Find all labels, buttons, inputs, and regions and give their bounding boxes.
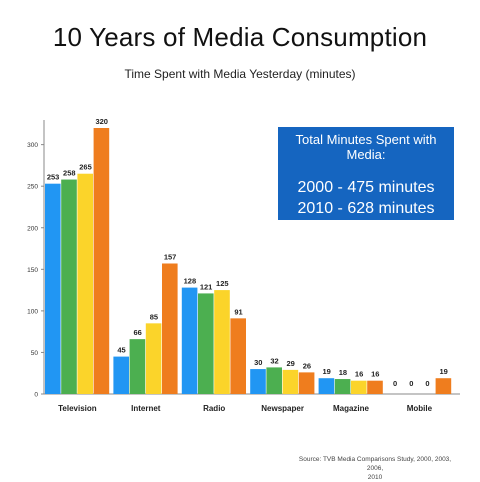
- info-box-line-2010: 2010 - 628 minutes: [297, 200, 435, 217]
- bar-value-label: 85: [150, 312, 158, 321]
- bar-value-label: 18: [339, 368, 347, 377]
- bar-value-label: 32: [270, 356, 278, 365]
- bar: [435, 378, 452, 394]
- bar: [129, 339, 146, 394]
- bar-value-label: 19: [323, 367, 331, 376]
- category-label: Internet: [131, 404, 161, 413]
- bar: [45, 183, 61, 394]
- y-tick-label: 0: [34, 392, 38, 399]
- bar-value-label: 0: [425, 379, 429, 388]
- bar-value-label: 265: [79, 163, 92, 172]
- category-label: Newspaper: [261, 404, 304, 413]
- bar-value-label: 16: [371, 370, 379, 379]
- bar-value-label: 45: [117, 346, 125, 355]
- bar: [113, 356, 129, 394]
- bar-value-label: 30: [254, 358, 262, 367]
- bar-value-label: 128: [184, 277, 197, 286]
- bar: [214, 290, 230, 394]
- bar: [61, 179, 77, 394]
- bar-value-label: 66: [134, 328, 142, 337]
- bar-value-label: 320: [95, 117, 108, 126]
- bar: [198, 293, 214, 394]
- bar: [145, 323, 162, 394]
- bar-value-label: 157: [164, 252, 177, 261]
- bar-value-label: 0: [409, 379, 413, 388]
- bar: [230, 318, 246, 394]
- bar: [77, 173, 93, 394]
- bar: [162, 263, 178, 394]
- bar: [351, 380, 367, 394]
- y-tick-label: 50: [31, 350, 39, 357]
- y-tick-label: 150: [27, 267, 38, 274]
- bar-value-label: 253: [47, 173, 60, 182]
- y-tick-label: 200: [27, 225, 38, 232]
- bar: [282, 369, 299, 394]
- source-line-2: 2010: [367, 474, 383, 481]
- bar: [334, 379, 351, 394]
- bar-value-label: 258: [63, 169, 76, 178]
- bar-value-label: 26: [303, 361, 311, 370]
- bar-value-label: 0: [393, 379, 397, 388]
- bar-value-label: 91: [234, 307, 242, 316]
- chart-title: 10 Years of Media Consumption: [52, 22, 428, 52]
- bar-value-label: 16: [355, 370, 363, 379]
- bar: [266, 367, 282, 394]
- category-label: Magazine: [333, 404, 370, 413]
- bar: [250, 369, 266, 394]
- info-box-line-2000: 2000 - 475 minutes: [297, 179, 435, 196]
- bar-value-label: 19: [440, 367, 448, 376]
- info-box: Total Minutes Spent with Media: 2000 - 4…: [278, 127, 454, 220]
- info-box-heading: Total Minutes Spent with Media:: [295, 132, 437, 162]
- bar-value-label: 121: [200, 282, 213, 291]
- bar: [367, 380, 383, 394]
- category-label: Radio: [203, 404, 225, 413]
- bar-value-label: 125: [216, 279, 229, 288]
- source-line-1: Source: TVB Media Comparisons Study, 200…: [298, 456, 452, 472]
- y-tick-label: 300: [27, 142, 38, 149]
- bar: [318, 378, 335, 394]
- bar: [93, 128, 110, 394]
- bar: [298, 372, 315, 394]
- category-label: Television: [58, 404, 97, 413]
- bar-value-label: 29: [287, 359, 295, 368]
- chart-subtitle: Time Spent with Media Yesterday (minutes…: [124, 67, 356, 81]
- y-tick-label: 100: [27, 308, 38, 315]
- y-tick-label: 250: [27, 184, 38, 191]
- bar: [181, 287, 198, 394]
- source-note: Source: TVB Media Comparisons Study, 200…: [290, 455, 460, 482]
- category-label: Mobile: [407, 404, 433, 413]
